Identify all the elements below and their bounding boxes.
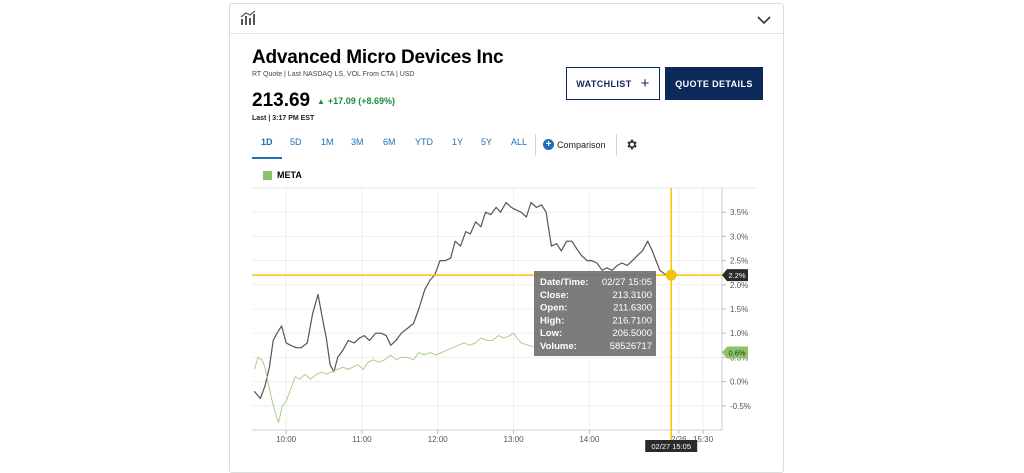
- tooltip-label: Close:: [540, 290, 569, 301]
- x-tick-label: 13:00: [504, 435, 525, 444]
- divider: [616, 134, 617, 156]
- card-topbar: [230, 4, 783, 34]
- series-line-meta: [253, 332, 537, 424]
- company-name: Advanced Micro Devices Inc: [252, 47, 504, 68]
- plus-circle-icon: +: [543, 139, 554, 150]
- tab-5d[interactable]: 5D: [290, 137, 302, 147]
- crosshair-y-tag: [722, 269, 748, 282]
- meta-value-tag: [722, 346, 748, 359]
- divider: [535, 134, 536, 156]
- comparison-button[interactable]: + Comparison: [543, 139, 606, 150]
- x-tick-label: 14:00: [579, 435, 600, 444]
- y-tick-label: -0.5%: [730, 402, 751, 411]
- tooltip-value: 206.5000: [612, 328, 652, 339]
- quote-card: Advanced Micro Devices Inc RT Quote | La…: [229, 3, 784, 473]
- y-tick-label: 2.0%: [730, 281, 748, 290]
- legend-meta[interactable]: META: [263, 170, 302, 180]
- x-tick-label: 15:30: [693, 435, 714, 444]
- crosshair-dot: [665, 269, 677, 281]
- tooltip-box: [534, 271, 656, 356]
- watchlist-label: WATCHLIST: [576, 78, 632, 89]
- legend-label: META: [277, 170, 302, 180]
- tab-1d[interactable]: 1D: [261, 137, 273, 147]
- crosshair-y-label: 2.2%: [728, 271, 745, 280]
- y-tick-label: 3.0%: [730, 232, 748, 241]
- tab-ytd[interactable]: YTD: [415, 137, 433, 147]
- tab-6m[interactable]: 6M: [383, 137, 396, 147]
- crosshair-overlay: 2.2% 0.6% 02/27 15:05 Date/Time: 02/27 15:05…: [252, 188, 748, 452]
- y-tick-label: 2.5%: [730, 257, 748, 266]
- axis-ticks: 3.5%3.0%2.5%2.0%1.5%1.0%0.5%0.0%-0.5%10:…: [276, 208, 751, 444]
- price-change-value: +17.09 (+8.69%): [327, 96, 395, 106]
- tooltip-value: 216.7100: [612, 315, 652, 326]
- y-tick-label: 1.5%: [730, 305, 748, 314]
- legend-swatch: [263, 170, 272, 180]
- x-tick-label: 11:00: [352, 435, 372, 444]
- chart-icon[interactable]: [240, 10, 256, 31]
- tooltip-label: Low:: [540, 328, 562, 339]
- series-line-amd: [253, 201, 672, 400]
- meta-value-label: 0.6%: [728, 349, 745, 358]
- price-change: ▲ +17.09 (+8.69%): [317, 96, 395, 106]
- up-arrow-icon: ▲: [317, 97, 325, 106]
- comparison-label: Comparison: [557, 139, 606, 150]
- tooltip-label: Open:: [540, 303, 567, 314]
- watchlist-button[interactable]: WATCHLIST +: [566, 67, 660, 100]
- y-tick-label: 3.5%: [730, 208, 748, 217]
- crosshair-x-label: 02/27 15:05: [651, 442, 691, 451]
- quote-source: RT Quote | Last NASDAQ LS, VOL From CTA …: [252, 71, 415, 78]
- x-tick-label: 10:00: [276, 435, 297, 444]
- tooltip-label: High:: [540, 315, 564, 326]
- tooltip-value: 02/27 15:05: [602, 277, 652, 288]
- tooltip-value: 58526717: [610, 341, 652, 352]
- tab-all[interactable]: ALL: [511, 137, 528, 147]
- quote-details-label: QUOTE DETAILS: [675, 78, 753, 89]
- tab-5y[interactable]: 5Y: [481, 137, 493, 147]
- plus-icon: +: [640, 75, 650, 92]
- tooltip-label: Volume:: [540, 341, 577, 352]
- y-tick-label: 0.0%: [730, 378, 748, 387]
- x-tick-label: 12:00: [428, 435, 449, 444]
- tooltip-label: Date/Time:: [540, 277, 588, 288]
- last-update-time: Last | 3:17 PM EST: [252, 115, 315, 122]
- tooltip-value: 213.3100: [612, 290, 652, 301]
- chevron-down-icon[interactable]: [757, 12, 771, 30]
- tab-3m[interactable]: 3M: [351, 137, 364, 147]
- active-tab-indicator: [252, 157, 282, 159]
- tooltip-value: 211.6300: [613, 303, 652, 314]
- price-chart[interactable]: 3.5%3.0%2.5%2.0%1.5%1.0%0.5%0.0%-0.5%10:…: [0, 0, 1024, 461]
- crosshair-x-tag: [645, 440, 698, 452]
- series-lines: [253, 201, 672, 424]
- gear-icon[interactable]: [625, 138, 638, 156]
- x-tick-label: 2/26: [671, 435, 687, 444]
- y-tick-label: 1.0%: [730, 329, 748, 338]
- tab-1y[interactable]: 1Y: [452, 137, 464, 147]
- tab-1m[interactable]: 1M: [321, 137, 334, 147]
- chart-grid: [252, 187, 757, 434]
- quote-details-button[interactable]: QUOTE DETAILS: [665, 67, 763, 100]
- last-price: 213.69: [252, 90, 311, 111]
